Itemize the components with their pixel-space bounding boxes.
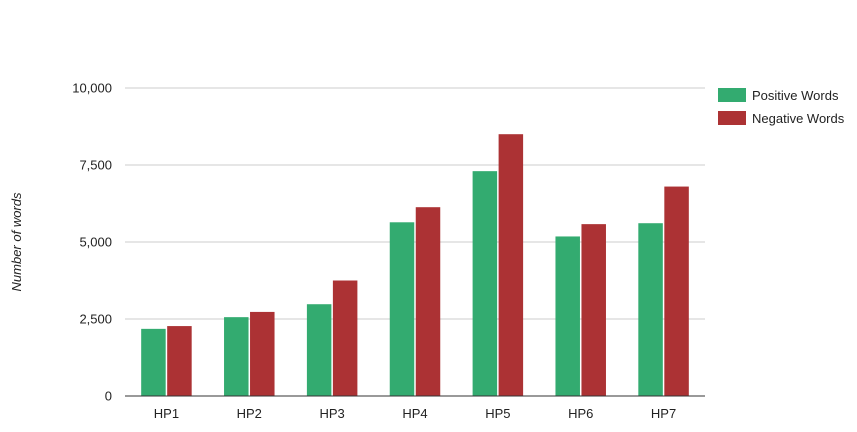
y-tick-label: 5,000 (79, 235, 112, 250)
x-tick-label: HP5 (485, 406, 510, 421)
bar-positive-words-hp6 (555, 236, 580, 396)
bar-negative-words-hp2 (250, 311, 275, 396)
bar-negative-words-hp5 (498, 134, 524, 396)
y-tick-label: 2,500 (79, 312, 112, 327)
bar-positive-words-hp7 (638, 223, 663, 396)
y-axis-ticks: 0 2,500 5,000 7,500 10,000 (72, 81, 112, 404)
bar-positive-words-hp4 (389, 222, 415, 396)
bar-negative-words-hp1 (167, 326, 192, 396)
bar-positive-words-hp5 (472, 171, 498, 396)
legend: Positive Words Negative Words (718, 88, 845, 126)
bar-negative-words-hp4 (415, 207, 441, 396)
x-tick-label: HP7 (651, 406, 676, 421)
x-tick-label: HP6 (568, 406, 593, 421)
y-tick-label: 10,000 (72, 81, 112, 96)
bars (141, 134, 689, 396)
x-tick-label: HP1 (154, 406, 179, 421)
bar-positive-words-hp2 (224, 317, 249, 396)
legend-label: Negative Words (752, 111, 845, 126)
legend-label: Positive Words (752, 88, 839, 103)
bar-negative-words-hp3 (332, 280, 358, 396)
bar-negative-words-hp7 (664, 186, 689, 396)
x-tick-label: HP2 (237, 406, 262, 421)
bar-negative-words-hp6 (581, 224, 606, 396)
bar-positive-words-hp3 (306, 304, 332, 396)
legend-swatch (718, 88, 746, 102)
y-axis-title: Number of words (9, 192, 24, 291)
x-tick-label: HP4 (402, 406, 427, 421)
y-tick-label: 0 (105, 389, 112, 404)
y-tick-label: 7,500 (79, 158, 112, 173)
x-tick-label: HP3 (319, 406, 344, 421)
x-axis-ticks: HP1 HP2 HP3 HP4 HP5 HP6 HP7 (154, 406, 676, 421)
legend-swatch (718, 111, 746, 125)
gridlines (125, 87, 705, 320)
bar-positive-words-hp1 (141, 328, 166, 396)
